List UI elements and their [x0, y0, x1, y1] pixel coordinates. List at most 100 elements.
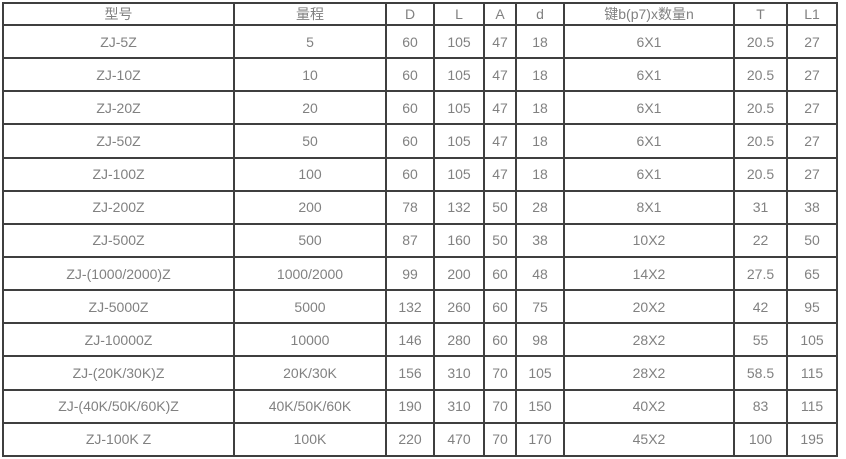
spec-table-header: 型号 量程 D L A d 键b(p7)x数量n T L1: [2, 2, 838, 26]
cell-A: 70: [483, 388, 517, 424]
cell-L: 470: [433, 421, 485, 458]
cell-A: 47: [483, 23, 517, 60]
cell-d: 48: [515, 255, 565, 292]
cell-key-spec: 6X1: [563, 156, 735, 192]
cell-D: 190: [385, 388, 435, 424]
cell-L: 310: [433, 388, 485, 424]
cell-T: 20.5: [733, 57, 788, 93]
cell-L1: 195: [786, 421, 838, 458]
cell-T: 22: [733, 222, 788, 258]
cell-L: 280: [433, 322, 485, 358]
cell-A: 47: [483, 57, 517, 93]
cell-A: 47: [483, 123, 517, 159]
column-header-T: T: [733, 2, 788, 26]
cell-L1: 27: [786, 156, 838, 192]
cell-A: 47: [483, 90, 517, 126]
cell-D: 132: [385, 289, 435, 325]
cell-d: 28: [515, 189, 565, 225]
cell-range: 50: [233, 123, 387, 159]
cell-T: 83: [733, 388, 788, 424]
table-row: ZJ-(1000/2000)Z 1000/2000 99 200 60 48 14X2 27.…: [2, 255, 838, 292]
cell-T: 20.5: [733, 123, 788, 159]
cell-L: 105: [433, 123, 485, 159]
cell-A: 50: [483, 222, 517, 258]
cell-D: 60: [385, 90, 435, 126]
cell-key-spec: 6X1: [563, 123, 735, 159]
cell-T: 20.5: [733, 90, 788, 126]
table-row: ZJ-20Z 20 60 105 47 18 6X1 20.5 27: [2, 90, 838, 126]
cell-range: 100K: [233, 421, 387, 458]
cell-L1: 27: [786, 90, 838, 126]
cell-d: 105: [515, 355, 565, 391]
table-row: ZJ-(40K/50K/60K)Z 40K/50K/60K 190 310 70 150 4…: [2, 388, 838, 424]
cell-model: ZJ-100K Z: [2, 421, 235, 458]
cell-A: 60: [483, 289, 517, 325]
cell-model: ZJ-500Z: [2, 222, 235, 258]
cell-T: 42: [733, 289, 788, 325]
cell-d: 18: [515, 123, 565, 159]
cell-d: 18: [515, 90, 565, 126]
cell-D: 99: [385, 255, 435, 292]
cell-A: 60: [483, 322, 517, 358]
cell-L: 200: [433, 255, 485, 292]
cell-L1: 115: [786, 388, 838, 424]
column-header-D: D: [385, 2, 435, 26]
table-row: ZJ-5000Z 5000 132 260 60 75 20X2 42 95: [2, 289, 838, 325]
cell-D: 60: [385, 23, 435, 60]
cell-key-spec: 45X2: [563, 421, 735, 458]
cell-D: 78: [385, 189, 435, 225]
cell-D: 146: [385, 322, 435, 358]
cell-L1: 105: [786, 322, 838, 358]
cell-d: 75: [515, 289, 565, 325]
cell-key-spec: 40X2: [563, 388, 735, 424]
cell-L1: 50: [786, 222, 838, 258]
cell-L: 105: [433, 156, 485, 192]
cell-L: 160: [433, 222, 485, 258]
cell-key-spec: 6X1: [563, 90, 735, 126]
cell-key-spec: 28X2: [563, 355, 735, 391]
cell-L1: 115: [786, 355, 838, 391]
cell-key-spec: 6X1: [563, 57, 735, 93]
cell-d: 18: [515, 156, 565, 192]
cell-d: 150: [515, 388, 565, 424]
cell-d: 18: [515, 57, 565, 93]
cell-model: ZJ-200Z: [2, 189, 235, 225]
column-header-model: 型号: [2, 2, 235, 26]
column-header-L1: L1: [786, 2, 838, 26]
cell-L: 132: [433, 189, 485, 225]
cell-range: 500: [233, 222, 387, 258]
cell-D: 60: [385, 156, 435, 192]
table-row: ZJ-10Z 10 60 105 47 18 6X1 20.5 27: [2, 57, 838, 93]
table-row: ZJ-10000Z 10000 146 280 60 98 28X2 55 105: [2, 322, 838, 358]
cell-range: 20: [233, 90, 387, 126]
cell-L1: 65: [786, 255, 838, 292]
table-row: ZJ-200Z 200 78 132 50 28 8X1 31 38: [2, 189, 838, 225]
cell-range: 5000: [233, 289, 387, 325]
column-header-range: 量程: [233, 2, 387, 26]
table-row: ZJ-(20K/30K)Z 20K/30K 156 310 70 105 28X2 58.5 1…: [2, 355, 838, 391]
cell-A: 50: [483, 189, 517, 225]
cell-L: 105: [433, 23, 485, 60]
cell-range: 20K/30K: [233, 355, 387, 391]
cell-L: 310: [433, 355, 485, 391]
cell-A: 47: [483, 156, 517, 192]
cell-L: 260: [433, 289, 485, 325]
cell-L1: 27: [786, 57, 838, 93]
cell-range: 10: [233, 57, 387, 93]
cell-model: ZJ-50Z: [2, 123, 235, 159]
cell-range: 100: [233, 156, 387, 192]
cell-T: 58.5: [733, 355, 788, 391]
cell-d: 38: [515, 222, 565, 258]
cell-model: ZJ-100Z: [2, 156, 235, 192]
table-row: ZJ-100Z 100 60 105 47 18 6X1 20.5 27: [2, 156, 838, 192]
cell-key-spec: 6X1: [563, 23, 735, 60]
cell-L1: 27: [786, 23, 838, 60]
cell-key-spec: 20X2: [563, 289, 735, 325]
cell-model: ZJ-5Z: [2, 23, 235, 60]
cell-d: 98: [515, 322, 565, 358]
cell-model: ZJ-5000Z: [2, 289, 235, 325]
cell-L1: 95: [786, 289, 838, 325]
table-row: ZJ-500Z 500 87 160 50 38 10X2 22 50: [2, 222, 838, 258]
column-header-A: A: [483, 2, 517, 26]
